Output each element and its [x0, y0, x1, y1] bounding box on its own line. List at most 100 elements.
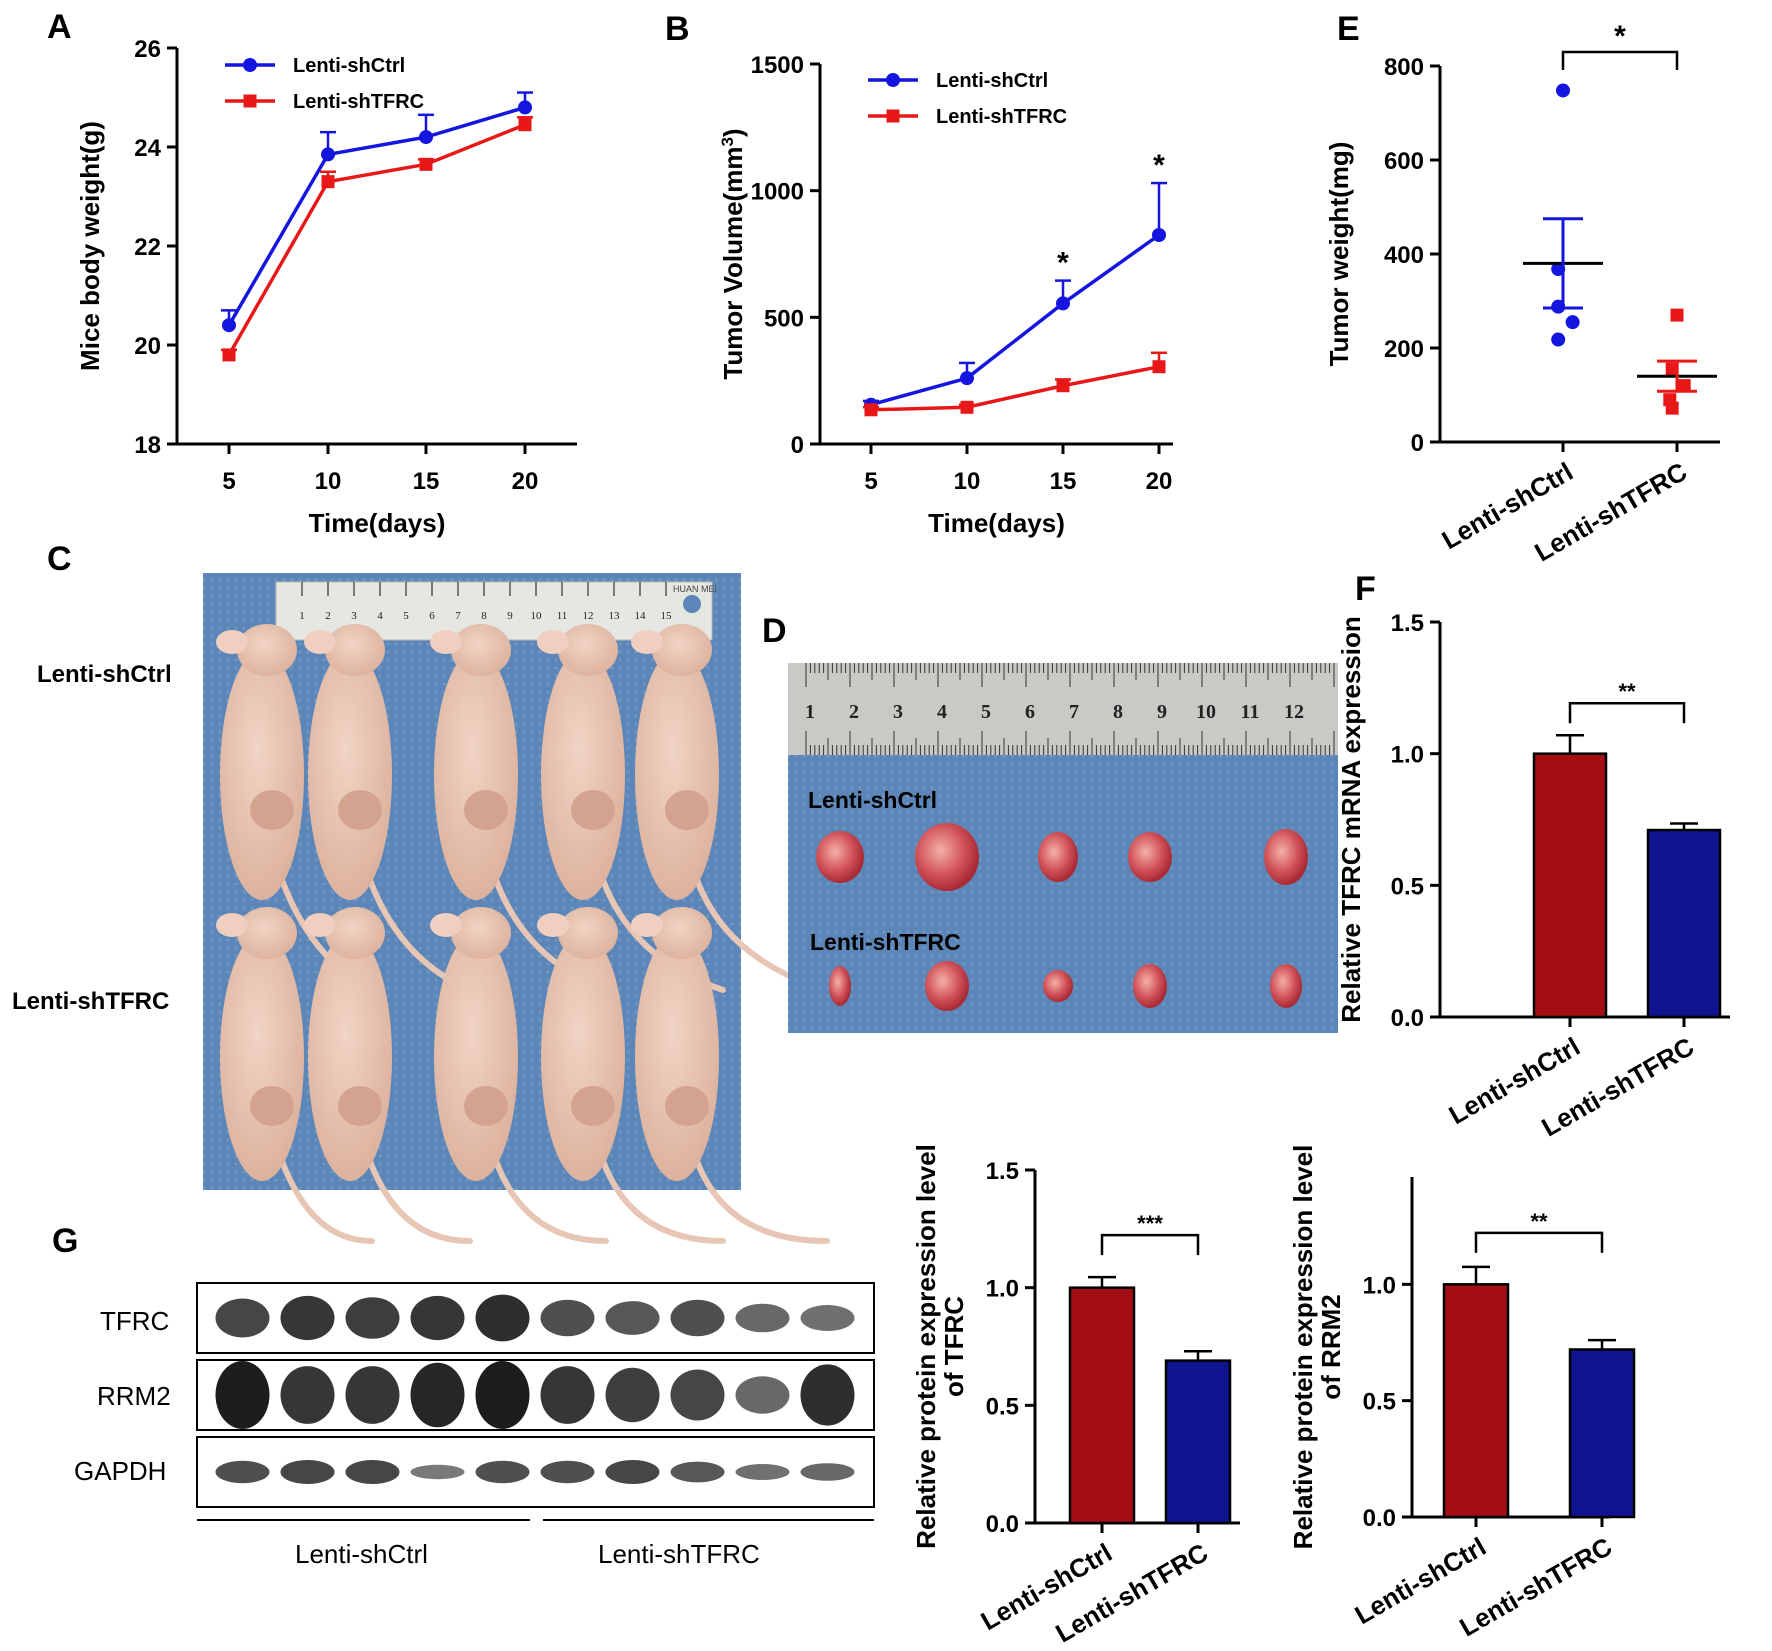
mouse-body	[308, 650, 392, 900]
x-axis-title: Time(days)	[309, 508, 446, 538]
legend-label: Lenti-shCtrl	[936, 70, 1048, 92]
wb-band	[800, 1463, 855, 1481]
y-axis-title: Tumor weight(mg)	[1324, 142, 1354, 367]
wb-band	[670, 1369, 725, 1421]
data-point-shctrl	[1556, 83, 1570, 98]
ruler-number: 3	[351, 610, 357, 622]
mouse-head	[652, 907, 712, 959]
mouse-ear	[537, 913, 569, 937]
data-point-shtfrc	[419, 157, 433, 171]
photo-c-row2-label: Lenti-shTFRC	[12, 988, 169, 1015]
x-axis-title: Time(days)	[928, 508, 1065, 538]
series-line-shtfrc	[227, 123, 526, 356]
wb-band	[605, 1460, 660, 1484]
y-axis-title-end: )	[718, 128, 748, 137]
mouse-tumor	[250, 790, 294, 830]
y-tick-label: 200	[1384, 336, 1424, 363]
significance-star: *	[1614, 20, 1626, 53]
photo-c-row1-label: Lenti-shCtrl	[37, 661, 172, 688]
mouse-head	[652, 624, 712, 676]
mouse-ear	[430, 913, 462, 937]
wb-band	[670, 1461, 725, 1483]
mouse-head	[237, 624, 297, 676]
significance-bracket	[1474, 1231, 1604, 1253]
wb-band	[215, 1361, 270, 1429]
y-axis-title-line1: Relative protein expression level	[1288, 1145, 1318, 1550]
ruler-number: 6	[1025, 701, 1035, 723]
x-tick-label: 10	[315, 468, 342, 495]
wb-band	[215, 1460, 270, 1484]
ruler-number: 9	[507, 610, 513, 622]
y-axis-title: Relative TFRC mRNA expression	[1336, 616, 1366, 1022]
y-tick-label: 1.0	[986, 1276, 1019, 1303]
panel-letter-b: B	[665, 10, 690, 48]
y-axis-title-superscript: 3	[718, 137, 737, 146]
photo-d-row2-label: Lenti-shTFRC	[810, 929, 961, 955]
x-tick-label: 20	[512, 468, 539, 495]
mouse-ear	[216, 913, 248, 937]
significance-stars: **	[1618, 679, 1636, 704]
mouse-ear	[430, 630, 462, 654]
data-point-shctrl	[321, 147, 335, 162]
mouse-body	[308, 933, 392, 1181]
x-tick-label: 20	[1146, 468, 1173, 495]
wb-band	[800, 1305, 855, 1331]
significance-bracket	[1100, 1233, 1200, 1256]
legend-marker	[886, 73, 900, 87]
data-point-shctrl	[1152, 228, 1166, 242]
ruler-c-hole	[683, 595, 701, 613]
photo-d-row1-label: Lenti-shCtrl	[808, 787, 937, 813]
chart-g-tfrc-protein: 0.0 0.5 1.0 1.5 Relative protein expression …	[911, 1144, 1240, 1648]
bar-shctrl	[1442, 1283, 1510, 1519]
mouse-tumor	[665, 1086, 709, 1126]
wb-band	[800, 1364, 855, 1426]
data-point-shctrl	[960, 371, 974, 386]
bar-shctrl	[1068, 1286, 1136, 1525]
y-tick-label: 0.5	[1391, 873, 1424, 900]
y-axis-title-line2: of RRM2	[1316, 1294, 1346, 1399]
mouse-head	[237, 907, 297, 959]
mouse-tumor	[571, 1086, 615, 1126]
significance-bracket	[1561, 50, 1679, 70]
mouse-ear	[537, 630, 569, 654]
data-point-shtfrc	[222, 348, 236, 362]
wb-band	[280, 1295, 335, 1341]
panel-letter-e: E	[1337, 10, 1360, 48]
tumor-shctrl	[915, 823, 979, 891]
ruler-number: 3	[893, 701, 903, 723]
tumor-shtfrc	[1270, 964, 1302, 1008]
mouse-head	[558, 907, 618, 959]
mouse-tumor	[571, 790, 615, 830]
y-tick-label: 26	[134, 36, 161, 63]
ruler-number: 11	[1241, 701, 1260, 723]
photo-d-tumors: 1 2 3 4 5 6 7 8 9 10 11 12 Lenti-shCtrl Lenti-shTFR…	[788, 663, 1338, 1033]
ruler-number: 11	[557, 610, 568, 622]
mouse-body	[635, 650, 719, 900]
mouse-tail	[493, 1158, 609, 1244]
tumor-shtfrc	[925, 961, 969, 1011]
ruler-number: 4	[377, 610, 383, 622]
tumor-shctrl	[816, 831, 864, 883]
bar-shtfrc	[1568, 1348, 1636, 1519]
mouse-tail	[367, 1158, 473, 1244]
data-point-shtfrc	[1152, 360, 1166, 374]
ruler-number: 6	[429, 610, 435, 622]
data-point-shtfrc	[518, 118, 532, 132]
wb-band	[345, 1460, 400, 1484]
wb-row-label-rrm2: RRM2	[97, 1381, 171, 1411]
wb-band	[345, 1366, 400, 1424]
chart-b-tumor-volume: 0 500 1000 1500 5 10 15 20 Time(days) Tumor Volum…	[718, 52, 1173, 538]
ruler-number: 12	[1284, 701, 1304, 723]
mouse-tail	[600, 1158, 726, 1244]
bar-shtfrc	[1164, 1359, 1232, 1525]
mouse-ear	[216, 630, 248, 654]
wb-band	[735, 1376, 790, 1414]
data-point-shctrl	[1565, 315, 1580, 330]
ruler-number: 10	[531, 610, 543, 622]
mouse-ear	[304, 630, 336, 654]
mouse-ear	[631, 630, 663, 654]
wb-band	[735, 1303, 790, 1333]
y-tick-label: 0.0	[986, 1511, 1019, 1538]
bar-shtfrc	[1646, 828, 1722, 1019]
